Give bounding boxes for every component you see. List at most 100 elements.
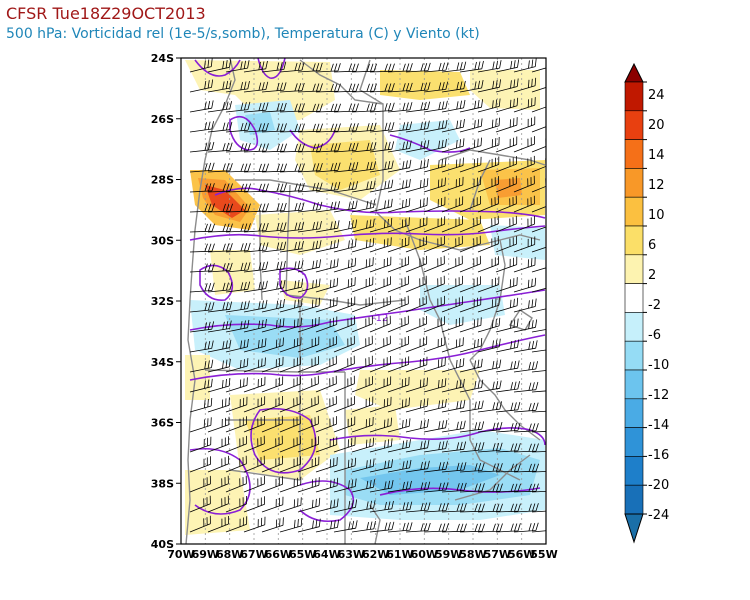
wind-barb	[261, 496, 284, 513]
wind-barb	[423, 139, 447, 153]
wind-barb	[387, 198, 411, 213]
wind-barb	[459, 137, 482, 153]
wind-barb	[495, 277, 518, 293]
wind-barb	[189, 378, 213, 393]
wind-barb	[225, 101, 251, 113]
wind-barb	[405, 336, 428, 353]
wind-barb	[387, 356, 410, 373]
wind-barb	[297, 83, 323, 93]
wind-barb	[495, 483, 521, 493]
wind-barb	[207, 203, 233, 213]
lon-label-64w: 64W	[313, 548, 340, 561]
wind-barb	[531, 490, 546, 493]
wind-barb	[423, 158, 447, 173]
wind-barb	[315, 220, 340, 233]
wind-barb	[279, 415, 301, 433]
wind-barb	[441, 196, 464, 213]
wind-barb	[423, 419, 448, 433]
colorbar-label: 14	[648, 148, 665, 163]
wind-barb	[441, 61, 467, 73]
wind-barb	[261, 299, 285, 313]
wind-barb	[243, 81, 269, 93]
wind-barb	[333, 161, 359, 173]
wind-barb	[315, 103, 341, 113]
wind-barb	[369, 521, 395, 533]
colorbar: 24 20 14 12 10 6 2 -2 -6 -10 -12 -14 -16…	[624, 62, 669, 544]
wind-barb	[225, 281, 251, 293]
wind-barb	[261, 102, 287, 113]
wind-barb	[387, 522, 413, 533]
wind-barb	[261, 123, 287, 133]
wind-barb	[531, 158, 546, 173]
wind-barb	[351, 103, 377, 113]
colorbar-label: 6	[648, 238, 656, 253]
wind-barb	[459, 400, 484, 413]
wind-barb	[333, 103, 359, 113]
wind-barb	[369, 417, 392, 433]
wind-barb	[225, 516, 248, 533]
wind-barb	[225, 435, 247, 453]
wind-barb	[225, 475, 247, 493]
wind-barb	[477, 256, 499, 273]
wind-barb	[279, 375, 301, 393]
wind-barb	[369, 83, 395, 93]
wind-barb	[297, 456, 320, 473]
lon-label-55w: 55W	[530, 548, 557, 561]
wind-barb	[315, 457, 338, 473]
wind-barb	[297, 221, 322, 233]
colorbar-block	[624, 225, 644, 256]
wind-barb	[297, 316, 320, 333]
wind-barb	[225, 300, 250, 313]
wind-barb	[387, 102, 413, 113]
latitude-labels: 24S 26S 28S 30S 32S 34S 36S 38S 40S	[151, 52, 174, 551]
wind-barb	[459, 235, 481, 253]
wind-barb	[261, 318, 285, 333]
wind-barb	[243, 203, 269, 213]
wind-barb	[315, 519, 340, 533]
wind-barb	[189, 223, 215, 233]
wind-barb	[369, 141, 395, 153]
wind-barb	[423, 440, 448, 453]
wind-barb	[225, 262, 251, 273]
wind-barb	[531, 349, 546, 353]
lon-label-67w: 67W	[240, 548, 267, 561]
wind-barb	[207, 515, 229, 533]
wind-barb	[351, 199, 376, 213]
wind-barb	[459, 421, 485, 433]
lat-label-34s: 34S	[151, 356, 174, 369]
wind-barb	[369, 480, 394, 493]
lon-label-66w: 66W	[265, 548, 292, 561]
wind-barb	[459, 296, 482, 313]
wind-barb	[531, 218, 546, 233]
wind-barb	[459, 99, 483, 113]
wind-barb	[369, 102, 395, 113]
colorbar-block	[624, 340, 644, 371]
wind-barb	[243, 183, 269, 193]
wind-barb	[189, 203, 215, 213]
wind-barb	[531, 510, 546, 513]
wind-barb	[261, 435, 283, 453]
wind-barb	[279, 497, 302, 513]
wind-barb	[477, 98, 501, 113]
wind-barb	[261, 517, 284, 533]
wind-barb	[207, 163, 233, 173]
wind-barb	[441, 503, 467, 513]
wind-barb	[369, 376, 392, 393]
lat-label-28s: 28S	[151, 174, 174, 187]
wind-barb	[351, 521, 376, 533]
wind-barb	[189, 243, 215, 253]
wind-barb	[513, 77, 537, 93]
wind-barb	[513, 298, 537, 313]
wind-barb	[207, 121, 233, 133]
wind-barb	[207, 59, 232, 73]
wind-barb	[261, 476, 283, 493]
colorbar-label: -14	[648, 418, 669, 433]
wind-barb	[315, 297, 338, 313]
wind-barb	[531, 530, 546, 533]
lon-label-61w: 61W	[386, 548, 413, 561]
wind-barb	[351, 63, 377, 73]
wind-barb	[261, 260, 286, 273]
wind-barb	[405, 460, 430, 473]
wind-barb	[351, 500, 376, 513]
lon-label-69w: 69W	[192, 548, 219, 561]
